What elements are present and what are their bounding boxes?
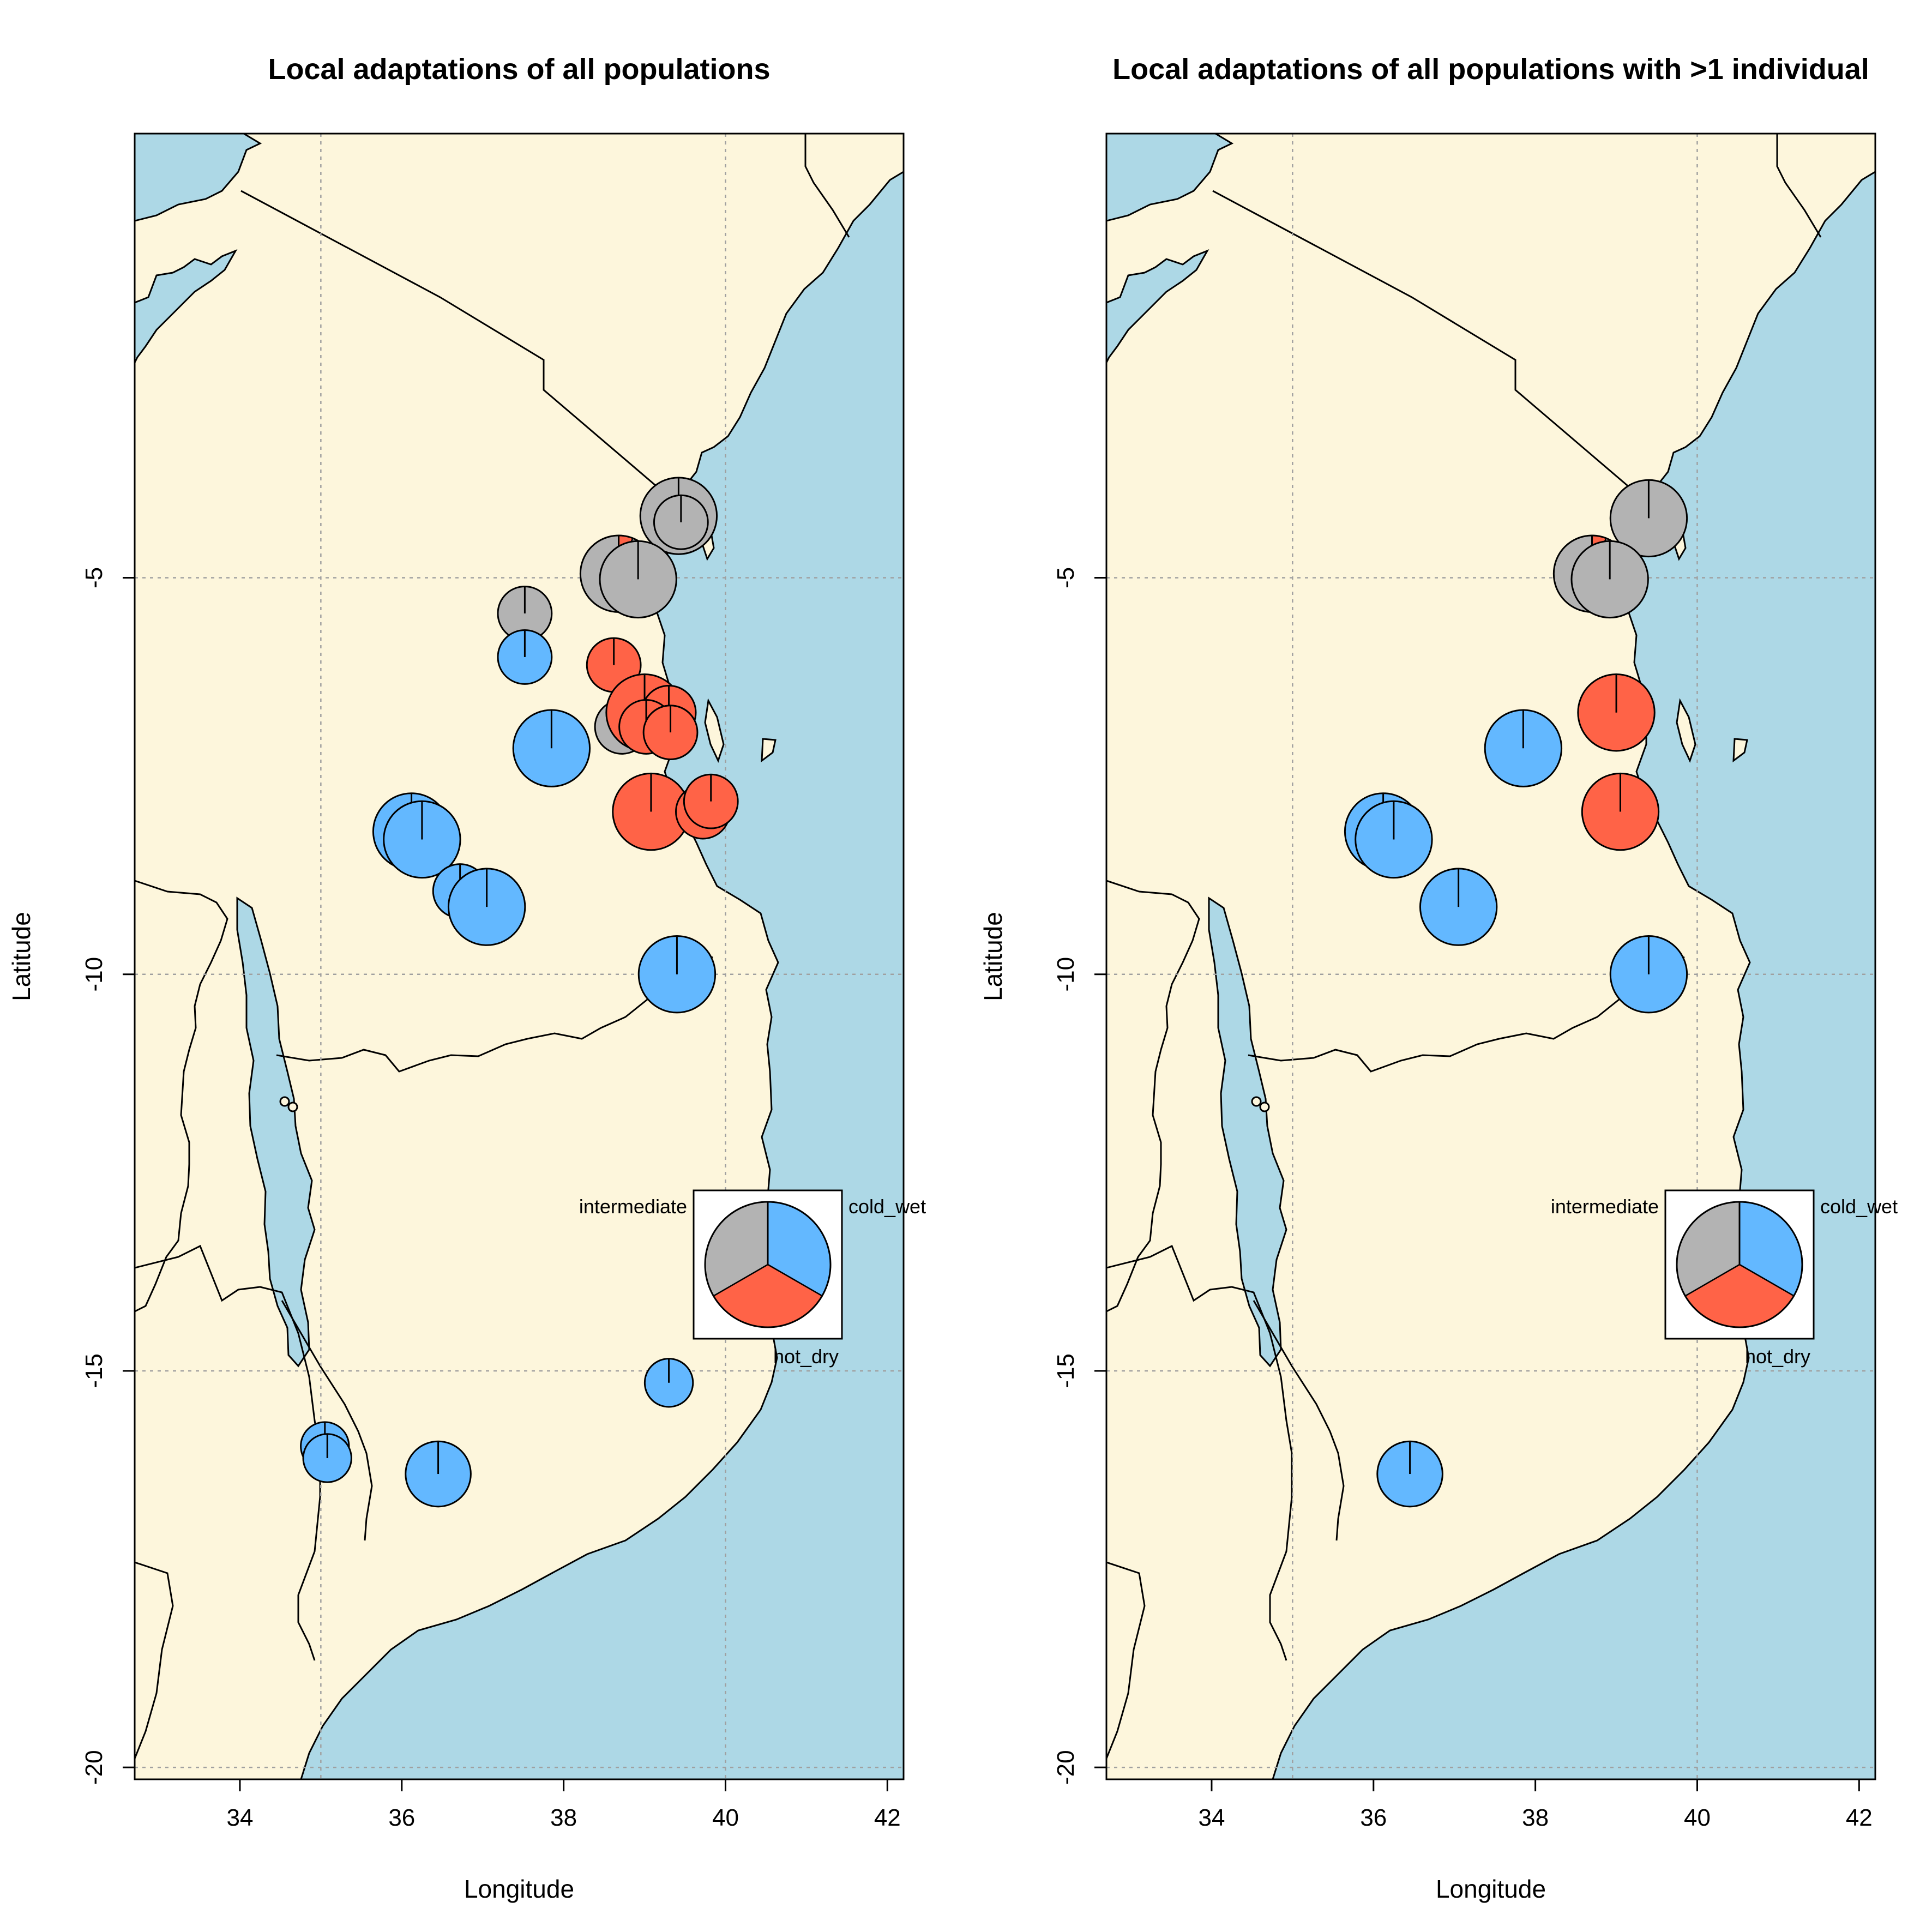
pie-outline [683, 773, 739, 829]
population-pie [642, 705, 699, 761]
gridlines [135, 134, 904, 1779]
population-pie [1376, 1440, 1443, 1508]
population-pie [1609, 479, 1688, 558]
population-pie [653, 494, 709, 550]
gridlines [1106, 134, 1875, 1779]
population-pie [405, 1440, 472, 1508]
panel-title: Local adaptations of all populations [268, 53, 770, 86]
population-pie [512, 709, 591, 787]
population-pie [1355, 800, 1433, 879]
population-pie [383, 800, 461, 879]
legend-label-intermediate: intermediate [1551, 1195, 1659, 1218]
legend-label-intermediate: intermediate [579, 1195, 687, 1218]
legend-label-cold-wet: cold_wet [1820, 1195, 1898, 1218]
x-tick-label: 34 [1198, 1804, 1225, 1831]
y-tick-label: -15 [81, 1353, 107, 1388]
population-pie [447, 868, 526, 946]
population-pies [300, 477, 739, 1508]
basemap [1106, 134, 1875, 1779]
y-tick-label: -10 [81, 957, 107, 992]
pie-chart-icon [1676, 1201, 1803, 1328]
pie-outline [1570, 540, 1649, 619]
legend: cold_wet hot_dry intermediate [579, 1189, 926, 1368]
y-axis-label: Latitude [7, 912, 35, 1001]
legend: cold_wet hot_dry intermediate [1551, 1189, 1898, 1368]
population-pie [637, 935, 717, 1014]
population-pie [683, 773, 739, 829]
y-axis-ticks: -5 -10 -15 -20 [1052, 567, 1106, 1785]
y-tick-label: -15 [1052, 1353, 1079, 1388]
population-pie [1581, 772, 1660, 851]
population-pie [643, 1358, 694, 1408]
basemap [135, 134, 904, 1779]
population-pie [302, 1433, 352, 1483]
x-tick-label: 40 [1684, 1804, 1711, 1831]
x-tick-label: 38 [550, 1804, 577, 1831]
population-pie [612, 772, 690, 851]
legend-label-hot-dry: hot_dry [1745, 1345, 1810, 1368]
y-tick-label: -20 [81, 1750, 107, 1785]
pie-outline [599, 540, 677, 619]
x-axis-ticks: 34 36 38 40 42 [1198, 1779, 1873, 1831]
population-pie [497, 629, 553, 685]
population-pie [1609, 935, 1688, 1014]
y-tick-label: -10 [1052, 957, 1079, 992]
x-tick-label: 38 [1522, 1804, 1549, 1831]
population-pies [1344, 479, 1688, 1508]
hot-dry-slice [1582, 773, 1659, 850]
x-axis-label: Longitude [464, 1875, 574, 1903]
x-axis-label: Longitude [1436, 1875, 1546, 1903]
panel-title: Local adaptations of all populations wit… [1112, 53, 1869, 86]
x-tick-label: 34 [226, 1804, 253, 1831]
x-tick-label: 42 [1846, 1804, 1873, 1831]
x-tick-label: 36 [1360, 1804, 1387, 1831]
population-pie [1484, 709, 1563, 787]
legend-label-hot-dry: hot_dry [773, 1345, 839, 1368]
y-tick-label: -20 [1052, 1750, 1079, 1785]
plot-frame [1105, 133, 1876, 1780]
y-axis-ticks: -5 -10 -15 -20 [81, 567, 135, 1785]
x-tick-label: 40 [712, 1804, 739, 1831]
hot-dry-slice [1578, 674, 1655, 751]
legend-label-cold-wet: cold_wet [848, 1195, 926, 1218]
y-tick-label: -5 [81, 567, 107, 588]
plot-frame [134, 133, 905, 1780]
x-axis-ticks: 34 36 38 40 42 [226, 1779, 901, 1831]
map-panel-right: Local adaptations of all populations wit… [979, 53, 1898, 1903]
x-tick-label: 42 [874, 1804, 901, 1831]
y-tick-label: -5 [1052, 567, 1079, 588]
x-tick-label: 36 [388, 1804, 415, 1831]
population-pie [599, 540, 677, 619]
y-axis-label: Latitude [979, 912, 1007, 1001]
pie-outline [639, 477, 718, 555]
pie-outline [653, 494, 709, 550]
pie-chart-icon [704, 1201, 832, 1328]
hot-dry-slice [612, 773, 690, 850]
population-pie [1577, 673, 1656, 752]
population-pie [1419, 868, 1498, 946]
map-panel-left: Local adaptations of all populations 34 3… [7, 53, 926, 1903]
population-pie [1570, 540, 1649, 619]
